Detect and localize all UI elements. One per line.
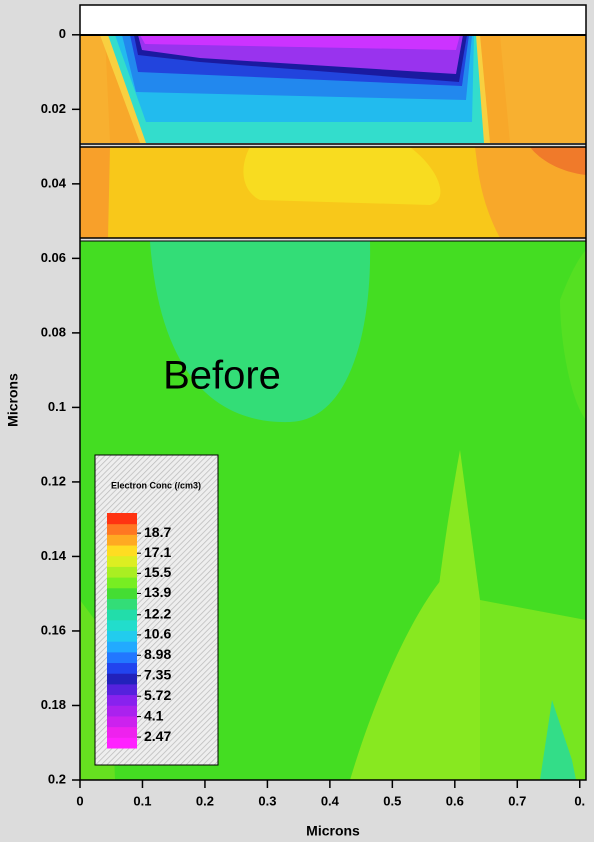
colorbar-band (107, 683, 137, 696)
colorbar-label: 13.9 (144, 584, 171, 600)
y-tick-label: 0 (59, 26, 66, 41)
colorbar-title: Electron Conc (/cm3) (111, 480, 201, 490)
y-tick-label: 0.18 (41, 697, 66, 712)
y-tick-label: 0.14 (41, 548, 67, 563)
x-tick-label: 0. (574, 793, 585, 808)
y-tick-label: 0.2 (48, 771, 66, 786)
colorbar-band (107, 577, 137, 589)
colorbar-label: 8.98 (144, 646, 171, 662)
colorbar-band (107, 673, 137, 685)
colorbar-band (107, 694, 137, 706)
x-tick-label: 0.2 (196, 793, 214, 808)
colorbar-label: 12.2 (144, 605, 171, 621)
colorbar-label: 5.72 (144, 687, 171, 703)
colorbar-band (107, 555, 137, 567)
colorbar-band (107, 609, 137, 621)
colorbar-band (107, 587, 137, 599)
colorbar-label: 4.1 (144, 707, 164, 723)
y-tick-label: 0.06 (41, 250, 66, 265)
colorbar-band (107, 545, 137, 557)
y-tick-label: 0.16 (41, 622, 66, 637)
colorbar-band (107, 726, 137, 738)
colorbar-band (107, 737, 137, 749)
x-tick-label: 0.3 (258, 793, 276, 808)
x-tick-label: 0.6 (446, 793, 464, 808)
colorbar-band (107, 662, 137, 674)
colorbar-label: 18.7 (144, 524, 171, 540)
colorbar-band (107, 513, 137, 525)
y-tick-label: 0.04 (41, 175, 67, 190)
colorbar-label: 7.35 (144, 666, 171, 682)
x-tick-label: 0.1 (133, 793, 151, 808)
colorbar-label: 2.47 (144, 728, 171, 744)
contour-field (80, 5, 586, 780)
colorbar-band (107, 641, 137, 653)
x-tick-label: 0.4 (321, 793, 340, 808)
colorbar-label: 10.6 (144, 626, 171, 642)
x-tick-label: 0.7 (508, 793, 526, 808)
y-tick-label: 0.12 (41, 473, 66, 488)
y-tick-label: 0.1 (48, 399, 66, 414)
y-axis-label: Microns (5, 373, 21, 427)
x-axis-label: Microns (306, 823, 360, 839)
x-tick-label: 0.5 (383, 793, 401, 808)
colorbar-band (107, 630, 137, 642)
y-tick-label: 0.08 (41, 324, 66, 339)
colorbar-label: 15.5 (144, 564, 171, 580)
colorbar-band (107, 566, 137, 578)
plot-frame (79, 4, 587, 781)
colorbar-band (107, 598, 137, 610)
colorbar-band (107, 619, 137, 631)
colorbar-band (107, 705, 137, 717)
annotation: Before (163, 354, 281, 398)
colorbar-band (107, 651, 137, 664)
colorbar-band (107, 715, 137, 728)
colorbar-label: 17.1 (144, 544, 171, 560)
y-tick-label: 0.02 (41, 101, 66, 116)
colorbar-band (107, 523, 137, 535)
x-tick-label: 0 (76, 793, 83, 808)
colorbar-band (107, 534, 137, 546)
